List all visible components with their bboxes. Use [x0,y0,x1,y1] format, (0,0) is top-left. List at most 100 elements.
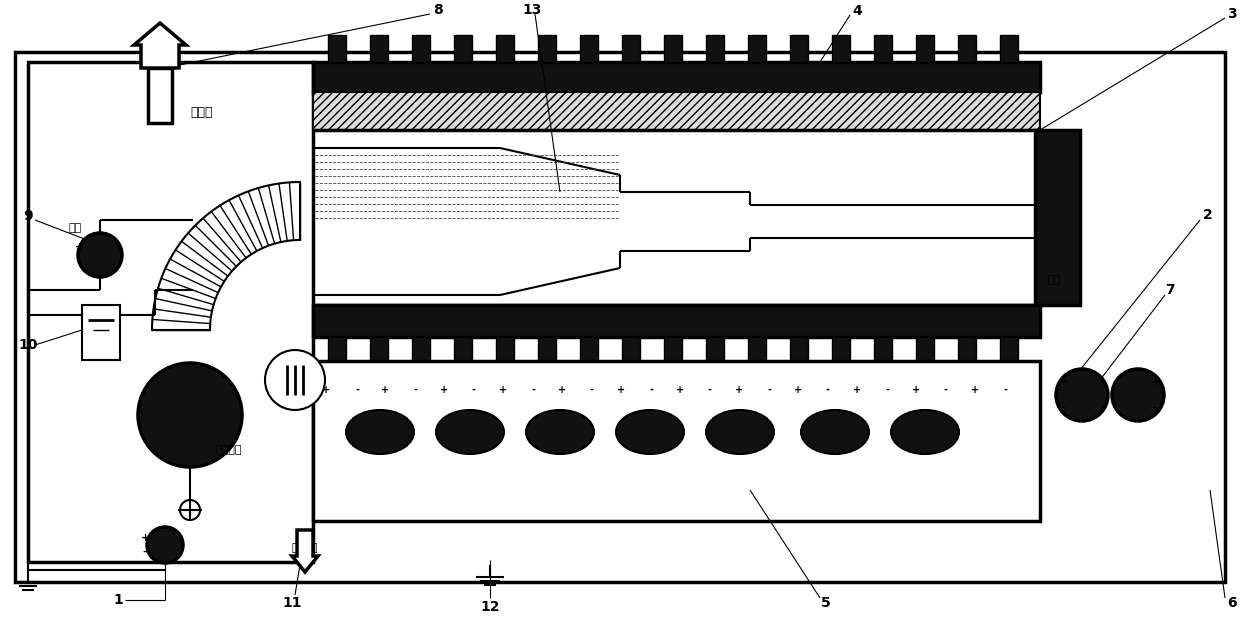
Text: 4: 4 [852,4,862,18]
Bar [312,62,1040,92]
Bar [622,35,640,62]
Circle shape [1112,369,1164,421]
Bar [370,337,388,361]
Text: +: + [76,242,84,252]
Text: +: + [1059,377,1068,387]
Bar [370,35,388,62]
Text: 抽真空: 抽真空 [190,105,212,119]
Bar [454,337,472,361]
Circle shape [138,363,242,467]
Ellipse shape [892,410,959,454]
Circle shape [148,527,184,563]
Bar [496,35,515,62]
Bar [1035,130,1080,305]
Ellipse shape [616,410,684,454]
Bar [15,52,1225,582]
Bar [874,337,892,361]
Bar [748,337,766,361]
Text: -: - [1003,385,1007,395]
Bar [580,337,598,361]
Text: 7: 7 [1166,283,1174,297]
Text: 水冷: 水冷 [68,223,82,233]
Bar [790,337,808,361]
Text: 3: 3 [1228,7,1236,21]
Bar [874,35,892,62]
Text: +: + [618,385,625,395]
Bar [312,361,1040,521]
Text: +: + [140,533,150,543]
Text: +: + [911,385,920,395]
Text: 基体工件: 基体工件 [215,445,242,455]
Bar [832,35,849,62]
Bar [622,337,640,361]
Bar [959,35,976,62]
Text: 8: 8 [433,3,443,17]
Bar [312,305,1040,337]
Circle shape [78,233,122,277]
Bar [999,337,1018,361]
Text: -: - [826,385,830,395]
Text: +: + [498,385,507,395]
Text: +: + [558,385,567,395]
Bar [999,35,1018,62]
Bar [959,337,976,361]
Bar [412,35,430,62]
Text: -: - [1060,403,1065,413]
FancyArrow shape [134,23,186,68]
Text: -: - [78,257,82,267]
Bar [82,305,120,360]
Circle shape [180,500,200,520]
Bar [916,35,934,62]
Text: -: - [944,385,949,395]
Text: -: - [143,547,148,557]
Text: +: + [676,385,684,395]
Bar [580,35,598,62]
Bar [706,35,724,62]
Text: -: - [885,385,889,395]
Bar [538,337,556,361]
Bar [312,92,1040,130]
Bar [916,337,934,361]
Text: 13: 13 [522,3,542,17]
Ellipse shape [526,410,594,454]
Text: +: + [1151,377,1159,387]
Text: +: + [735,385,743,395]
Bar [329,35,346,62]
Text: -: - [1153,403,1157,413]
Text: 9: 9 [24,209,32,223]
Text: -: - [649,385,653,395]
FancyArrow shape [291,530,317,572]
Text: 反应气体: 反应气体 [291,543,319,553]
Bar [790,35,808,62]
Text: -: - [590,385,594,395]
Text: -: - [472,385,476,395]
Text: -: - [413,385,417,395]
Bar [329,337,346,361]
Bar [748,35,766,62]
Bar [148,68,172,123]
Ellipse shape [801,410,869,454]
Text: +: + [853,385,861,395]
Text: 5: 5 [821,596,831,610]
Bar [663,35,682,62]
Text: 1: 1 [113,593,123,607]
Bar [412,337,430,361]
Text: 6: 6 [1228,596,1236,610]
Text: 11: 11 [283,596,301,610]
Text: -: - [708,385,712,395]
Text: -: - [768,385,771,395]
Bar [832,337,849,361]
Text: +: + [794,385,802,395]
Text: 12: 12 [480,600,500,614]
Bar [496,337,515,361]
Text: +: + [322,385,330,395]
Bar [29,62,312,562]
Bar [706,337,724,361]
Ellipse shape [436,410,503,454]
Text: +: + [381,385,389,395]
Text: 10: 10 [19,338,37,352]
Ellipse shape [346,410,414,454]
Circle shape [265,350,325,410]
Bar [538,35,556,62]
Text: 水冷: 水冷 [1048,275,1061,285]
